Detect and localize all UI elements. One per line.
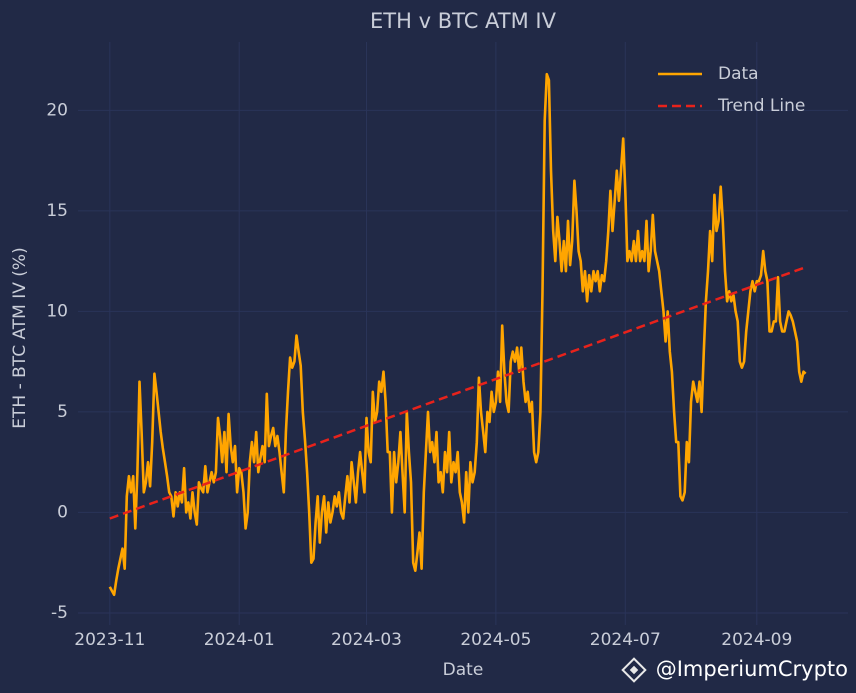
y-tick-label: 0 [57,502,68,522]
x-tick-label: 2024-09 [721,630,792,650]
y-axis-label: ETH - BTC ATM IV (%) [10,247,30,428]
watermark-group: @ImperiumCrypto [621,657,848,683]
x-tick-label: 2023-11 [74,630,145,650]
x-tick-label: 2024-03 [331,630,402,650]
y-tick-label: 15 [46,201,68,221]
data-line [108,72,807,597]
x-tick-label: 2024-05 [460,630,531,650]
legend: Data Trend Line [658,64,805,116]
trend-line [109,266,807,520]
x-tick-label: 2024-01 [204,630,275,650]
watermark: @ImperiumCrypto [656,657,848,681]
x-axis-label: Date [443,660,484,680]
y-tick-label: -5 [51,603,68,623]
y-tick-label: 5 [57,402,68,422]
y-tick-label: 20 [46,100,68,120]
legend-label: Trend Line [717,96,805,116]
legend-label: Data [718,64,759,84]
y-tick-label: 10 [46,301,68,321]
chart-title: ETH v BTC ATM IV [370,9,557,33]
x-tick-label: 2024-07 [590,630,661,650]
